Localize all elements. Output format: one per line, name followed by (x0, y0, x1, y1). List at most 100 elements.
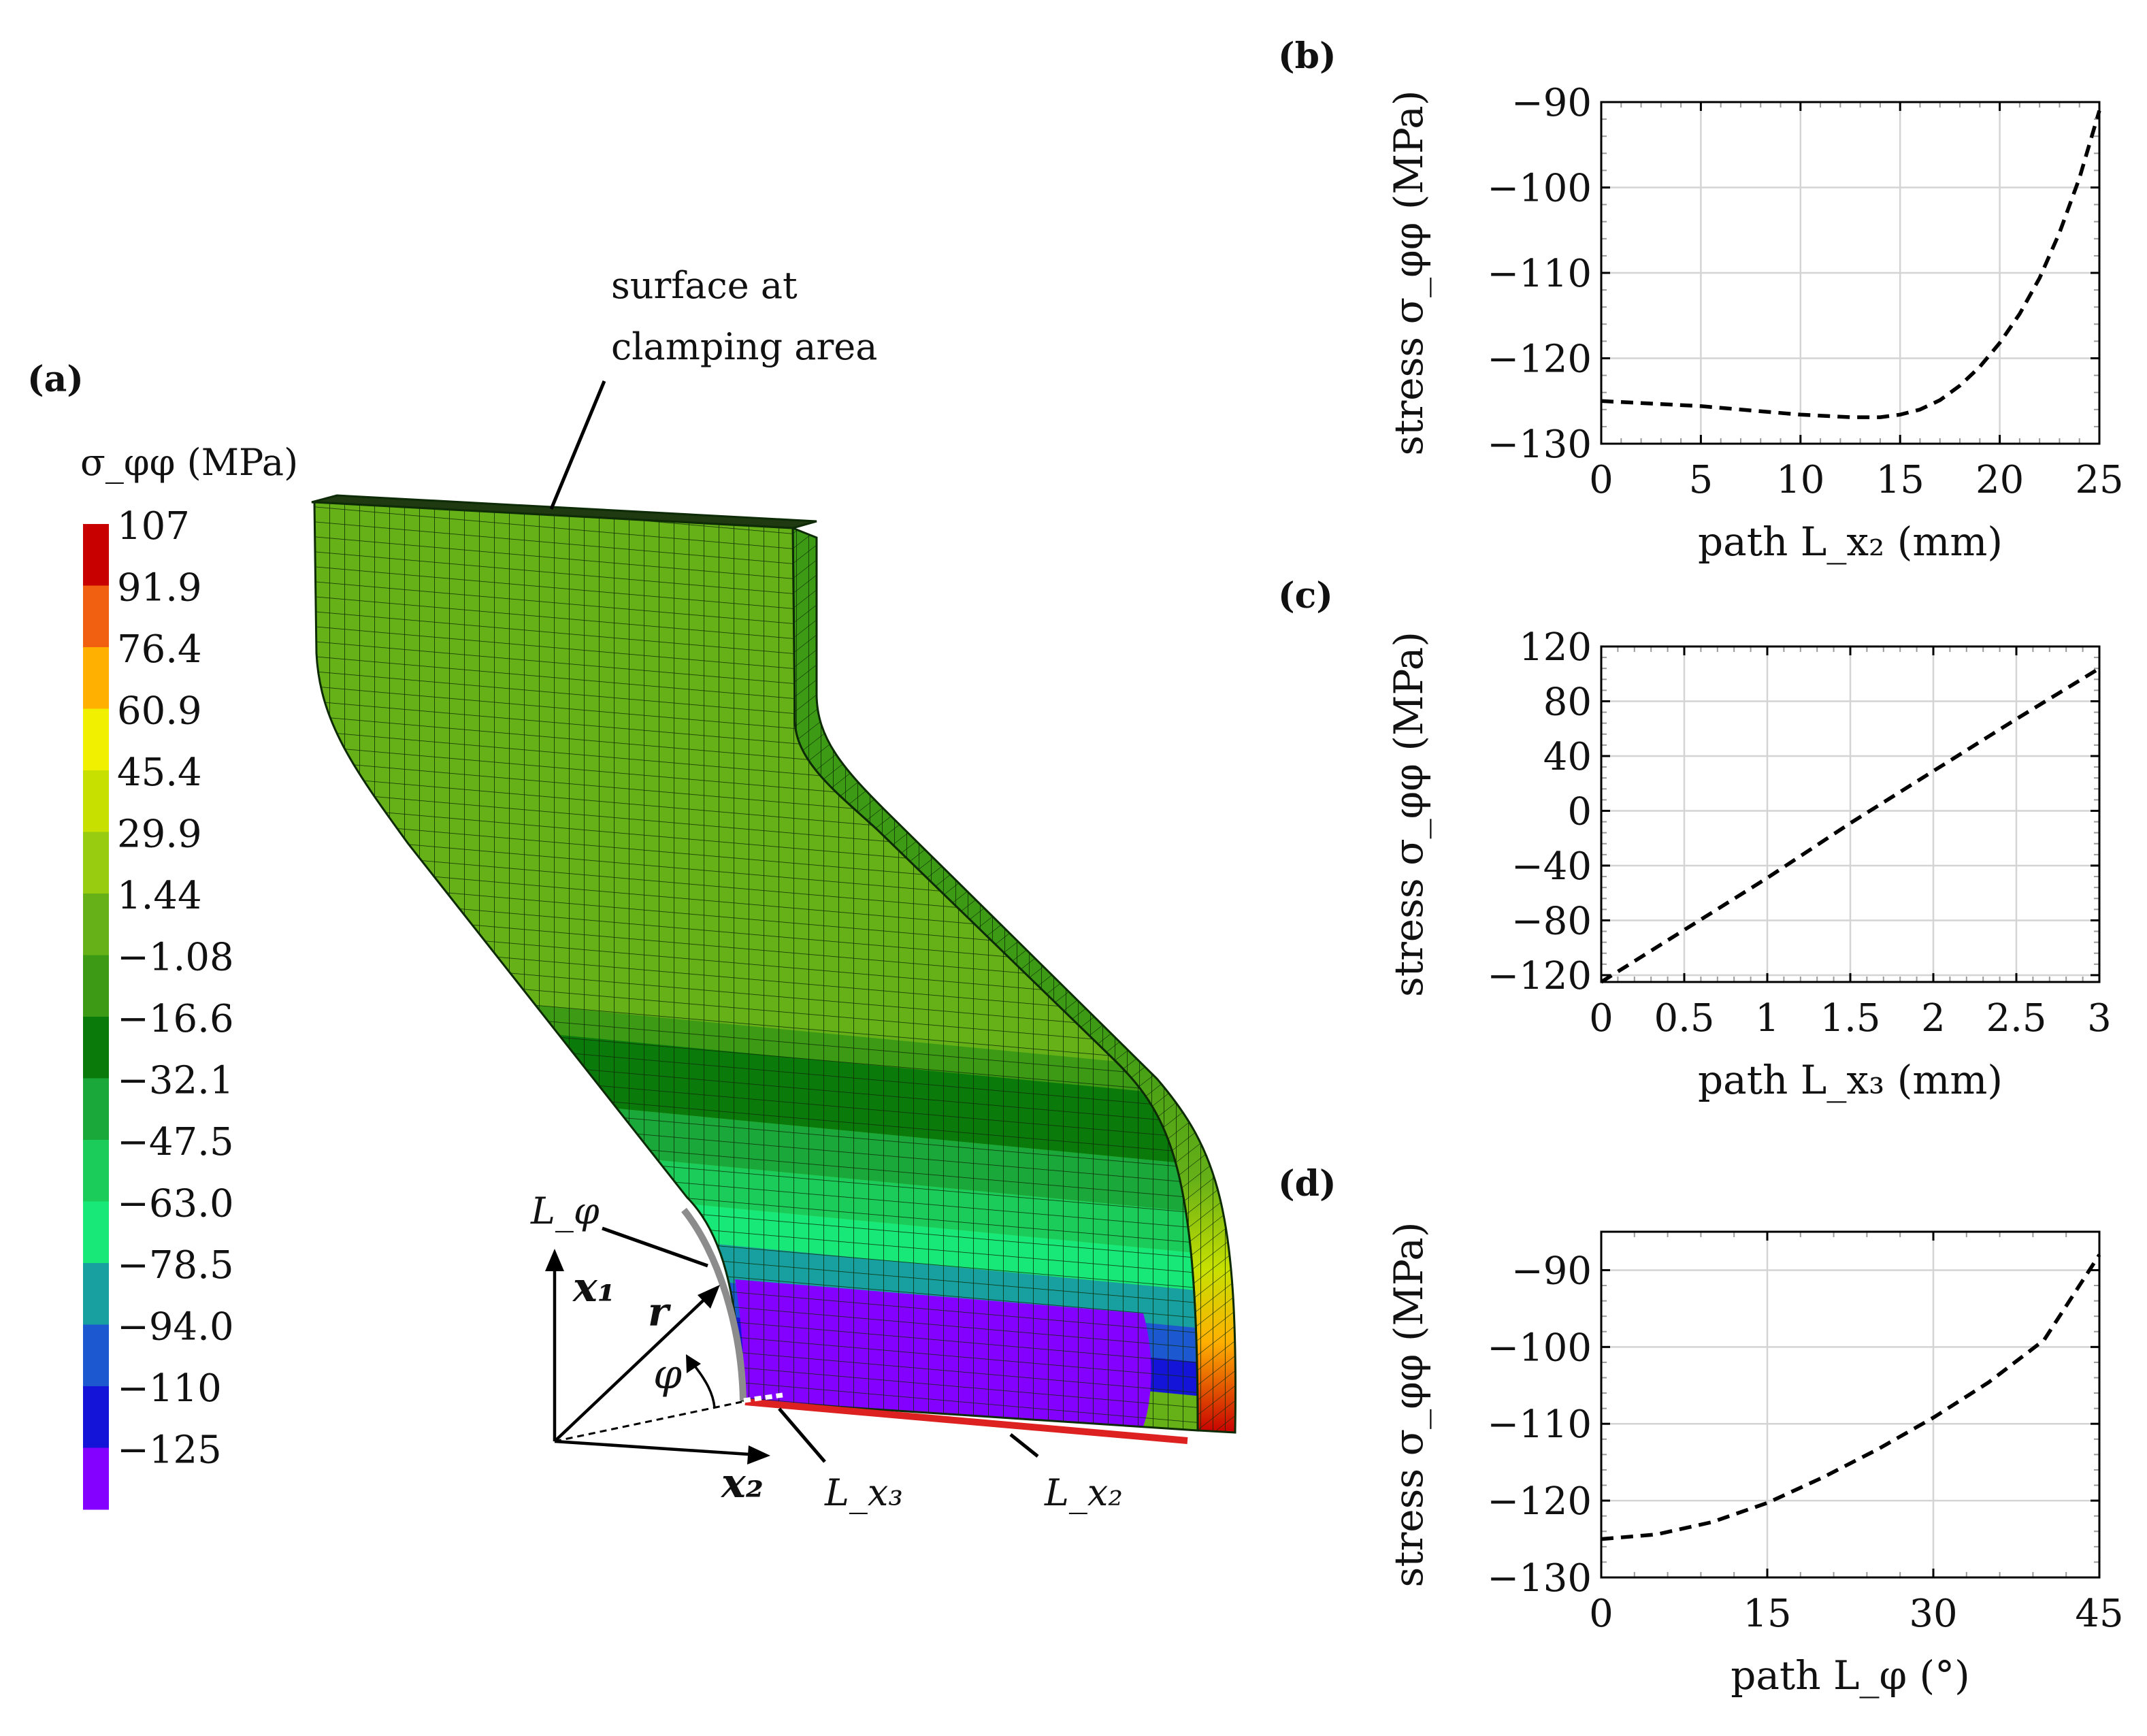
coordinate-axes (553, 1259, 759, 1457)
y-tick-label: 80 (1543, 680, 1592, 724)
axis-x1-label: x₁ (572, 1264, 615, 1311)
annotation-line-1: surface at (611, 264, 798, 307)
y-tick-label: −100 (1487, 167, 1592, 211)
path-Lx2-line (744, 1398, 1188, 1444)
colorbar-segment (83, 1263, 109, 1325)
y-tick-label: −90 (1511, 1249, 1592, 1293)
x-tick-label: 1.5 (1820, 996, 1880, 1041)
colorbar-segment (83, 524, 109, 586)
colorbar-tick-label: −125 (117, 1428, 222, 1473)
x-tick-label: 15 (1743, 1592, 1791, 1636)
y-tick-label: −100 (1487, 1326, 1592, 1370)
y-tick-label: −130 (1487, 1556, 1592, 1601)
colorbar-tick-label: 76.4 (117, 627, 202, 672)
x-tick-label: 1 (1755, 996, 1780, 1041)
x2-arrowhead (747, 1445, 770, 1464)
y-tick-label: 120 (1519, 625, 1592, 670)
colorbar-segment (83, 647, 109, 709)
colorbar-tick-label: −78.5 (117, 1243, 234, 1288)
colorbar-segment (83, 1447, 109, 1510)
colorbar-tick-label: −63.0 (117, 1182, 234, 1226)
axis-x2-label: x₂ (720, 1460, 764, 1507)
angle-phi-label: φ (653, 1351, 682, 1398)
x-tick-label: 25 (2075, 458, 2123, 502)
y-axis-label: stress σ_φφ (MPa) (1386, 1222, 1432, 1588)
path-Lphi-label: L_φ (530, 1190, 600, 1232)
series-line (1601, 110, 2101, 419)
path-Lx2-label: L_x₂ (1044, 1471, 1123, 1514)
axis-r-label: r (648, 1289, 672, 1335)
colorbar-segment (83, 1017, 109, 1079)
panel-a: (a) σ_φφ (MPa) 107 91.9 76.4 60.9 45.4 29.9 1.… (27, 264, 1237, 1514)
path-Lx3-label: L_x₃ (824, 1471, 903, 1514)
panel-label: (b) (1278, 35, 1337, 77)
colorbar-tick-label: −1.08 (117, 936, 234, 980)
mesh-front-face (314, 502, 1198, 1430)
colorbar-segment (83, 708, 109, 771)
x-tick-label: 5 (1689, 458, 1714, 502)
panel-label: (c) (1278, 575, 1333, 617)
colorbar-tick-label: −32.1 (117, 1059, 234, 1103)
y-tick-label: 0 (1567, 789, 1592, 834)
x-tick-label: 10 (1776, 458, 1824, 502)
minor-ticks (1601, 646, 2099, 982)
chart-panel: (d) 0 15 30 45 −130 −120 −110 −100 −90 path L_φ (°… (1278, 1163, 2124, 1699)
r-arrowhead (698, 1285, 720, 1309)
x-tick-label: 20 (1976, 458, 2024, 502)
plot-frame (1600, 1230, 2101, 1579)
x-axis-label: path L_x₂ (mm) (1698, 519, 2003, 565)
path-Lphi-line (681, 1207, 747, 1401)
x-tick-label: 0.5 (1654, 996, 1714, 1041)
colorbar-tick-label: 29.9 (117, 813, 202, 857)
x-tick-label: 45 (2075, 1592, 2123, 1636)
Lx2-leader (1009, 1433, 1039, 1458)
y-tick-label: −90 (1511, 81, 1592, 125)
colorbar-segment (83, 832, 109, 894)
colorbar-segment (83, 955, 109, 1017)
panel-a-label: (a) (27, 359, 84, 400)
colorbar-title: σ_φφ (MPa) (80, 441, 298, 484)
x-tick-label: 2.5 (1986, 996, 2046, 1041)
x-tick-label: 2 (1921, 996, 1946, 1041)
chart-panel: (c) 0 0.5 1 1.5 2 2.5 3 −120 −80 −40 0 40 80 120 path L… (1278, 575, 2112, 1103)
x-tick-label: 30 (1909, 1592, 1957, 1636)
colorbar-segment (83, 1078, 109, 1141)
x-axis-label: path L_x₃ (mm) (1698, 1057, 2003, 1103)
colorbar-segment (83, 1324, 109, 1387)
x1-arrowhead (545, 1249, 564, 1271)
colorbar-tick-label: 91.9 (117, 566, 202, 610)
colorbar-segment (83, 770, 109, 832)
annotation-leader (549, 380, 606, 510)
x-axis-label: path L_φ (°) (1731, 1652, 1970, 1699)
y-tick-label: −120 (1487, 954, 1592, 998)
colorbar-tick-label: −110 (117, 1366, 222, 1411)
phi-arrowhead (686, 1354, 701, 1373)
y-tick-label: −120 (1487, 1479, 1592, 1524)
colorbar-segment (83, 1386, 109, 1448)
x-tick-label: 0 (1589, 996, 1613, 1041)
x-tick-label: 3 (2087, 996, 2112, 1041)
colorbar-tick-label: −16.6 (117, 997, 234, 1041)
x-tick-label: 0 (1589, 458, 1613, 502)
colorbar-segment (83, 585, 109, 648)
y-tick-label: −40 (1511, 845, 1592, 889)
y-tick-label: −110 (1487, 1403, 1592, 1447)
colorbar-tick-label: −94.0 (117, 1305, 234, 1349)
colorbar-tick-label: 60.9 (117, 689, 202, 734)
colorbar: 107 91.9 76.4 60.9 45.4 29.9 1.44 −1.08 −16.6 −32… (83, 504, 234, 1510)
Lx3-leader (778, 1407, 826, 1463)
y-tick-label: −130 (1487, 423, 1592, 467)
chart-panel: (b) 0 5 10 15 20 25 −130 −120 −110 −100 −90 path L_x… (1278, 35, 2124, 565)
colorbar-tick-label: 45.4 (117, 751, 202, 795)
annotation-line-2: clamping area (611, 325, 877, 368)
y-tick-label: −110 (1487, 252, 1592, 296)
minor-ticks (1601, 1232, 2099, 1577)
colorbar-segment (83, 1201, 109, 1264)
panel-label: (d) (1278, 1163, 1337, 1205)
path-Lx3-line (743, 1392, 783, 1403)
colorbar-tick-label: 1.44 (117, 874, 202, 918)
colorbar-tick-label: −47.5 (117, 1120, 234, 1164)
colorbar-segment (83, 894, 109, 955)
